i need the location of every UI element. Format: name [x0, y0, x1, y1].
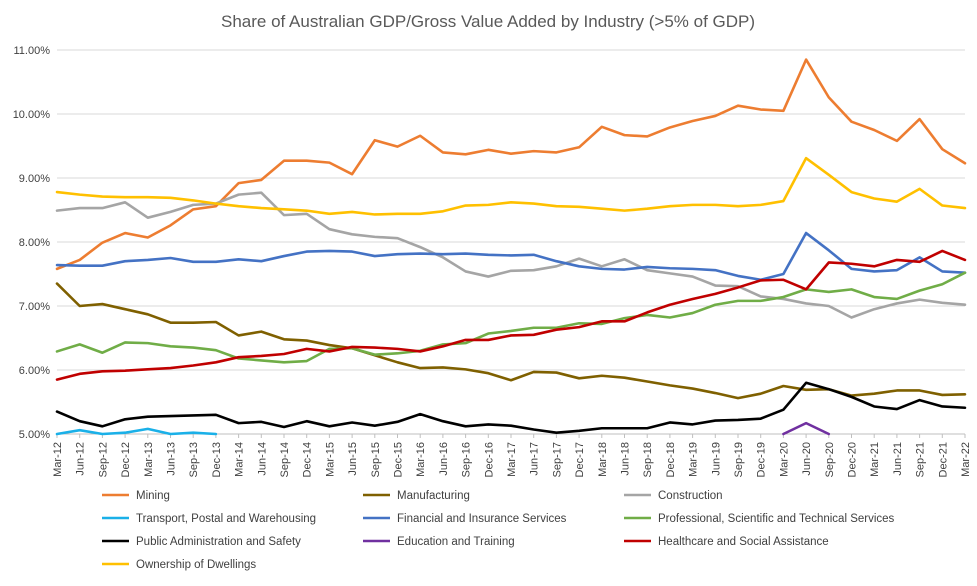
- x-tick-label: Mar-18: [597, 442, 609, 477]
- legend-entry-label: Transport, Postal and Warehousing: [136, 513, 316, 525]
- x-tick-label: Mar-21: [869, 442, 881, 477]
- y-tick-label: 10.00%: [13, 109, 51, 121]
- x-tick-label: Jun-17: [529, 442, 541, 476]
- series-line-ownership-of-dwellings: [55, 156, 967, 216]
- x-tick-label: Jun-20: [801, 442, 813, 476]
- x-tick-label: Mar-22: [960, 442, 972, 477]
- legend-entry-label: Public Administration and Safety: [136, 536, 301, 548]
- y-tick-label: 9.00%: [19, 173, 50, 185]
- x-tick-label: Sep-21: [915, 442, 927, 477]
- x-tick-label: Dec-14: [302, 442, 314, 477]
- legend-entry-label: Healthcare and Social Assistance: [658, 536, 829, 548]
- legend-entry-label: Manufacturing: [397, 490, 470, 502]
- y-axis-tick-labels: 5.00% 6.00% 7.00% 8.00% 9.00% 10.00% 11.00%: [13, 45, 51, 441]
- x-tick-label: Mar-17: [506, 442, 518, 477]
- x-tick-label: Mar-20: [778, 442, 790, 477]
- x-axis-tick-labels: Mar-12 Jun-12 Sep-12 Dec-12 Mar-13 Jun-13 Sep-…: [52, 434, 972, 477]
- x-tick-label: Sep-15: [370, 442, 382, 477]
- series-line-mining: [55, 58, 967, 271]
- x-tick-label: Jun-18: [620, 442, 632, 476]
- x-tick-label: Mar-14: [234, 442, 246, 477]
- x-tick-label: Jun-12: [75, 442, 87, 476]
- series-line-financial-and-insurance-services: [55, 231, 967, 282]
- x-tick-label: Sep-14: [279, 442, 291, 477]
- series-line-manufacturing: [55, 282, 967, 400]
- x-tick-label: Sep-20: [824, 442, 836, 477]
- x-tick-label: Mar-12: [52, 442, 64, 477]
- x-tick-label: Jun-19: [710, 442, 722, 476]
- series-line-public-administration-and-safety: [55, 381, 967, 435]
- legend-entry-label: Education and Training: [397, 536, 515, 548]
- y-tick-label: 7.00%: [19, 301, 50, 313]
- x-tick-label: Dec-15: [393, 442, 405, 477]
- x-tick-label: Jun-15: [347, 442, 359, 476]
- x-tick-label: Sep-13: [188, 442, 200, 477]
- series-line-healthcare-and-social-assistance: [55, 249, 967, 381]
- x-tick-label: Sep-18: [642, 442, 654, 477]
- y-tick-label: 11.00%: [14, 45, 51, 57]
- x-tick-label: Jun-13: [166, 442, 178, 476]
- series-line-professional-scientific-and-technical-services: [55, 271, 967, 364]
- legend-entry-label: Professional, Scientific and Technical S…: [658, 513, 895, 525]
- legend-entry-label: Financial and Insurance Services: [397, 513, 567, 525]
- x-tick-label: Mar-16: [415, 442, 427, 477]
- gridlines: [57, 49, 965, 435]
- x-tick-label: Mar-19: [688, 442, 700, 477]
- x-tick-label: Jun-21: [892, 442, 904, 476]
- y-tick-label: 8.00%: [19, 237, 50, 249]
- x-tick-label: Dec-12: [120, 442, 132, 477]
- legend-entry-label: Mining: [136, 490, 170, 502]
- x-tick-label: Sep-16: [461, 442, 473, 477]
- x-tick-label: Dec-16: [483, 442, 495, 477]
- x-tick-label: Jun-16: [438, 442, 450, 476]
- x-tick-label: Dec-18: [665, 442, 677, 477]
- x-tick-label: Sep-19: [733, 442, 745, 477]
- legend-entry-label: Construction: [658, 490, 723, 502]
- chart-title: Share of Australian GDP/Gross Value Adde…: [221, 12, 755, 31]
- x-tick-label: Dec-19: [756, 442, 768, 477]
- series-lines: [55, 58, 967, 436]
- series-line-transport-postal-and-warehousing: [55, 427, 218, 436]
- x-tick-label: Sep-17: [551, 442, 563, 477]
- x-tick-label: Jun-14: [256, 442, 268, 476]
- y-tick-label: 5.00%: [19, 429, 50, 441]
- x-tick-label: Mar-15: [324, 442, 336, 477]
- x-tick-label: Dec-13: [211, 442, 223, 477]
- legend-entry-label: Ownership of Dwellings: [136, 559, 256, 571]
- series-line-construction: [55, 191, 967, 319]
- x-tick-label: Dec-20: [847, 442, 859, 477]
- x-tick-label: Mar-13: [143, 442, 155, 477]
- x-tick-label: Dec-21: [937, 442, 949, 477]
- x-tick-label: Dec-17: [574, 442, 586, 477]
- series-line-education-and-training: [782, 421, 831, 436]
- x-tick-label: Sep-12: [97, 442, 109, 477]
- legend: Mining Manufacturing Construction Transport…: [102, 490, 895, 571]
- y-tick-label: 6.00%: [19, 365, 50, 377]
